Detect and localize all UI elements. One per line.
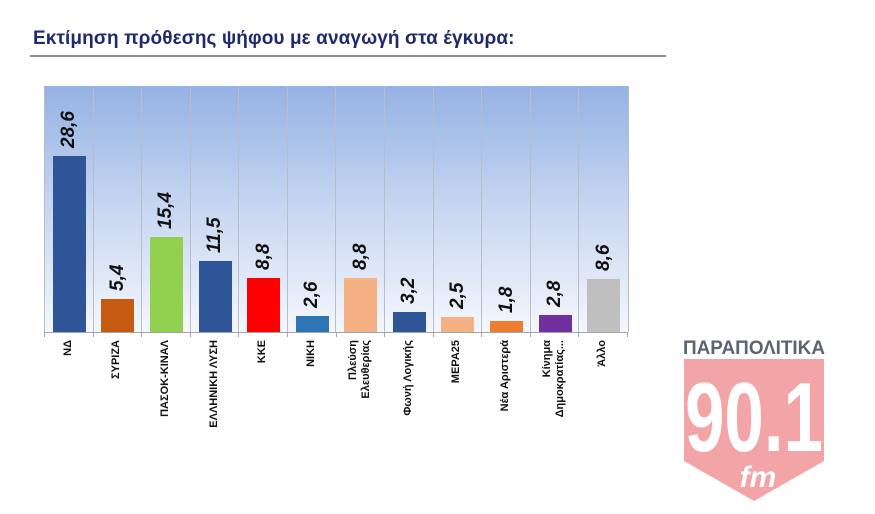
x-axis-tick — [481, 332, 483, 337]
bar-value-label: 28,6 — [58, 111, 80, 149]
x-axis-tick — [529, 332, 531, 337]
x-axis-tick — [44, 332, 45, 337]
plot-area: 28,6 5,4 15,4 11,5 8,8 2,6 8,8 3,2 2,5 1,8 2,8 8,6 — [44, 86, 629, 332]
bar — [198, 261, 232, 332]
bar — [344, 277, 378, 332]
x-axis-tick — [92, 332, 94, 337]
logo-shield — [684, 359, 824, 501]
bar-value-label: 5,4 — [106, 264, 128, 291]
x-axis-tick — [335, 332, 337, 337]
x-axis-tick — [286, 332, 288, 337]
bar-column: 2,8 — [531, 86, 580, 332]
x-axis-label-text: ΠΑΣΟΚ-ΚΙΝΑΛ — [158, 340, 171, 417]
bar — [101, 298, 135, 332]
bar-value-label: 11,5 — [204, 217, 226, 254]
bar-value-label: 8,8 — [252, 243, 274, 270]
bar-value-label: 2,8 — [544, 280, 566, 307]
x-axis-tick — [189, 332, 191, 337]
bar — [587, 279, 621, 332]
x-axis-label-text: Φωνή Λογικής — [401, 340, 414, 416]
logo-band-text: fm — [740, 461, 777, 494]
bar-column: 2,5 — [434, 86, 483, 332]
bar-column: 28,6 — [45, 86, 94, 332]
chart-title: Εκτίμηση πρόθεσης ψήφου με αναγωγή στα έ… — [33, 28, 515, 49]
bar — [490, 320, 524, 332]
bar-column: 5,4 — [94, 86, 143, 332]
x-axis-label-text: ΕΛΛΗΝΙΚΗ ΛΥΣΗ — [207, 340, 220, 428]
logo-brand-text: ΠΑΡΑΠΟΛΙΤΙΚΑ — [683, 338, 825, 359]
bar-column: 2,6 — [288, 86, 337, 332]
bar-value-label: 1,8 — [495, 286, 517, 313]
x-axis-label-text: Πλεύση Ελευθερίας — [346, 340, 372, 399]
bar — [295, 316, 329, 332]
bar-column: 8,8 — [337, 86, 386, 332]
x-axis-label-text: ΝΙΚΗ — [304, 340, 317, 367]
x-axis-tick — [141, 332, 143, 337]
x-axis-tick — [627, 332, 628, 337]
x-axis-label-text: Νέα Αριστερά — [499, 340, 512, 412]
bar — [538, 314, 572, 332]
bar-column: 15,4 — [142, 86, 191, 332]
bar-value-label: 2,6 — [301, 281, 323, 308]
bar-column: 11,5 — [191, 86, 240, 332]
bar — [441, 316, 475, 332]
bar-column: 1,8 — [482, 86, 531, 332]
x-axis-tick — [578, 332, 580, 337]
bar-value-label: 2,5 — [446, 282, 468, 309]
radio-station-logo: ΠΑΡΑΠΟΛΙΤΙΚΑ 90.1 fm — [683, 338, 825, 501]
bar-value-label: 15,4 — [155, 192, 177, 230]
bar-column: 8,6 — [579, 86, 628, 332]
x-axis-label-text: ΚΚΕ — [256, 340, 269, 364]
x-axis-label-text: ΣΥΡΙΖΑ — [110, 340, 123, 379]
bar-value-label: 3,2 — [398, 277, 420, 305]
x-axis-tick — [384, 332, 386, 337]
title-underline — [30, 55, 666, 57]
bar — [149, 237, 183, 332]
x-axis-label-text: ΝΔ — [61, 340, 74, 356]
x-axis-label-text: Κίνημα Δημοκρατίας... — [541, 340, 567, 418]
x-axis-label-text: Άλλο — [596, 340, 609, 367]
x-axis-tick — [432, 332, 434, 337]
bar-column: 3,2 — [385, 86, 434, 332]
bar — [247, 277, 281, 332]
bar-column: 8,8 — [239, 86, 288, 332]
bar — [392, 312, 426, 332]
logo-frequency-text: 90.1 — [685, 362, 823, 472]
bar-value-label: 8,8 — [349, 243, 371, 270]
bar-value-label: 8,6 — [592, 244, 614, 272]
x-axis-label-text: ΜΕΡΑ25 — [450, 340, 463, 384]
bar — [52, 156, 86, 332]
x-axis-tick — [238, 332, 240, 337]
